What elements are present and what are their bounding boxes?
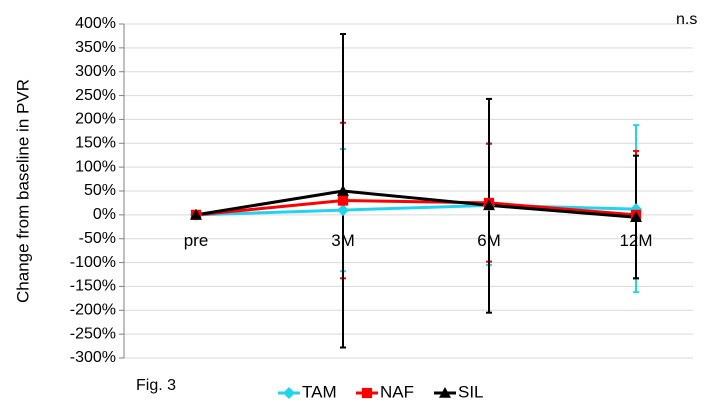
y-tick-label: 400% <box>75 15 116 32</box>
legend-marker-tam <box>283 387 295 399</box>
y-tick-label: -200% <box>70 302 116 319</box>
series-line-sil <box>195 189 637 219</box>
y-tick-label: 0% <box>93 206 116 223</box>
y-tick-label: -50% <box>79 230 116 247</box>
legend-label-sil: SIL <box>458 382 484 401</box>
figure-label: Fig. 3 <box>136 377 176 394</box>
corner-note: n.s <box>676 11 697 28</box>
y-tick-label: 100% <box>75 158 116 175</box>
series-markers <box>190 185 642 223</box>
data-point-sil <box>337 185 349 196</box>
series-lines <box>195 189 637 219</box>
x-tick-label: pre <box>184 231 209 250</box>
y-tick-label: 50% <box>84 182 116 199</box>
y-tick-label: 200% <box>75 111 116 128</box>
data-point-tam <box>337 204 349 217</box>
legend-label-naf: NAF <box>380 382 414 401</box>
series-line-naf <box>195 199 637 217</box>
y-tick-label: 250% <box>75 87 116 104</box>
y-tick-label: -150% <box>70 278 116 295</box>
y-tick-label: -250% <box>70 325 116 342</box>
y-tick-label: 350% <box>75 39 116 56</box>
x-tick-labels: pre 3M 6M 12M <box>184 231 653 250</box>
y-tick-label: -100% <box>70 254 116 271</box>
y-axis-label: Change from baseline in PVR <box>13 79 32 303</box>
legend: TAM NAF SIL <box>278 382 484 401</box>
y-tick-label: 150% <box>75 135 116 152</box>
data-point-sil <box>630 211 642 223</box>
y-tick-label: 300% <box>75 63 116 80</box>
legend-marker-sil <box>439 387 451 398</box>
legend-label-tam: TAM <box>302 382 337 401</box>
legend-marker-naf <box>361 387 373 399</box>
y-tick-labels: 400% 350% 300% 250% 200% 150% 100% 50% 0% -50% -10… <box>70 15 116 366</box>
data-point-sil <box>483 199 495 211</box>
series-line-tam <box>195 203 637 217</box>
data-point-naf <box>337 195 349 206</box>
gridlines <box>119 23 693 359</box>
data-point-sil <box>190 208 202 220</box>
y-tick-label: -300% <box>70 349 116 366</box>
